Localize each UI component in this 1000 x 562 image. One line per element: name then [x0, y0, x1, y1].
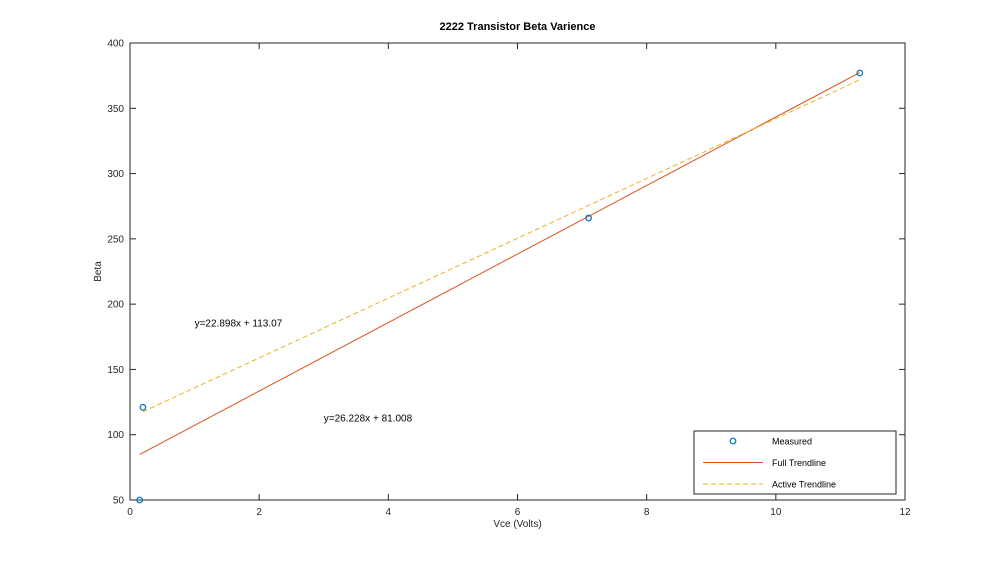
trendline-equation: y=26.228x + 81.008 [324, 414, 413, 425]
legend: Measured Full Trendline Active Trendline [693, 430, 897, 495]
trendline-equation: y=22.898x + 113.07 [195, 318, 283, 329]
y-tick-label: 50 [113, 496, 125, 507]
y-axis-ticks: 50 100 150 200 250 300 350 400 [107, 39, 905, 507]
measured-point [585, 214, 592, 222]
measured-point [136, 496, 144, 504]
active-trendline [142, 79, 861, 413]
x-axis-ticks: 0 2 4 6 8 10 12 [127, 43, 911, 518]
series-layer [136, 69, 864, 504]
full-trendline [139, 72, 861, 455]
x-tick-label: 4 [386, 507, 392, 518]
x-axis-label: Vce (Volts) [493, 519, 541, 530]
legend-items: Measured Full Trendline Active Trendline [703, 437, 836, 490]
chart-title: 2222 Transistor Beta Varience [440, 21, 596, 33]
x-tick-label: 0 [127, 507, 133, 518]
y-tick-label: 100 [107, 430, 124, 441]
x-tick-label: 10 [770, 507, 782, 518]
x-tick-label: 2 [256, 507, 262, 518]
legend-label: Measured [772, 437, 812, 447]
y-axis-label: Beta [93, 261, 104, 282]
y-tick-label: 250 [107, 234, 124, 245]
y-tick-label: 350 [107, 104, 124, 115]
annotation-layer: y=22.898x + 113.07 y=26.228x + 81.008 [195, 318, 413, 424]
y-tick-label: 300 [107, 169, 124, 180]
y-tick-label: 200 [107, 300, 124, 311]
x-tick-label: 6 [515, 507, 521, 518]
measured-point [139, 403, 147, 411]
y-tick-label: 400 [107, 39, 124, 50]
legend-label: Full Trendline [772, 458, 826, 468]
x-tick-label: 8 [644, 507, 650, 518]
x-tick-label: 12 [899, 507, 911, 518]
measured-point [856, 69, 864, 77]
legend-marker-measured [729, 437, 737, 445]
y-tick-label: 150 [107, 365, 124, 376]
legend-label: Active Trendline [772, 480, 836, 490]
